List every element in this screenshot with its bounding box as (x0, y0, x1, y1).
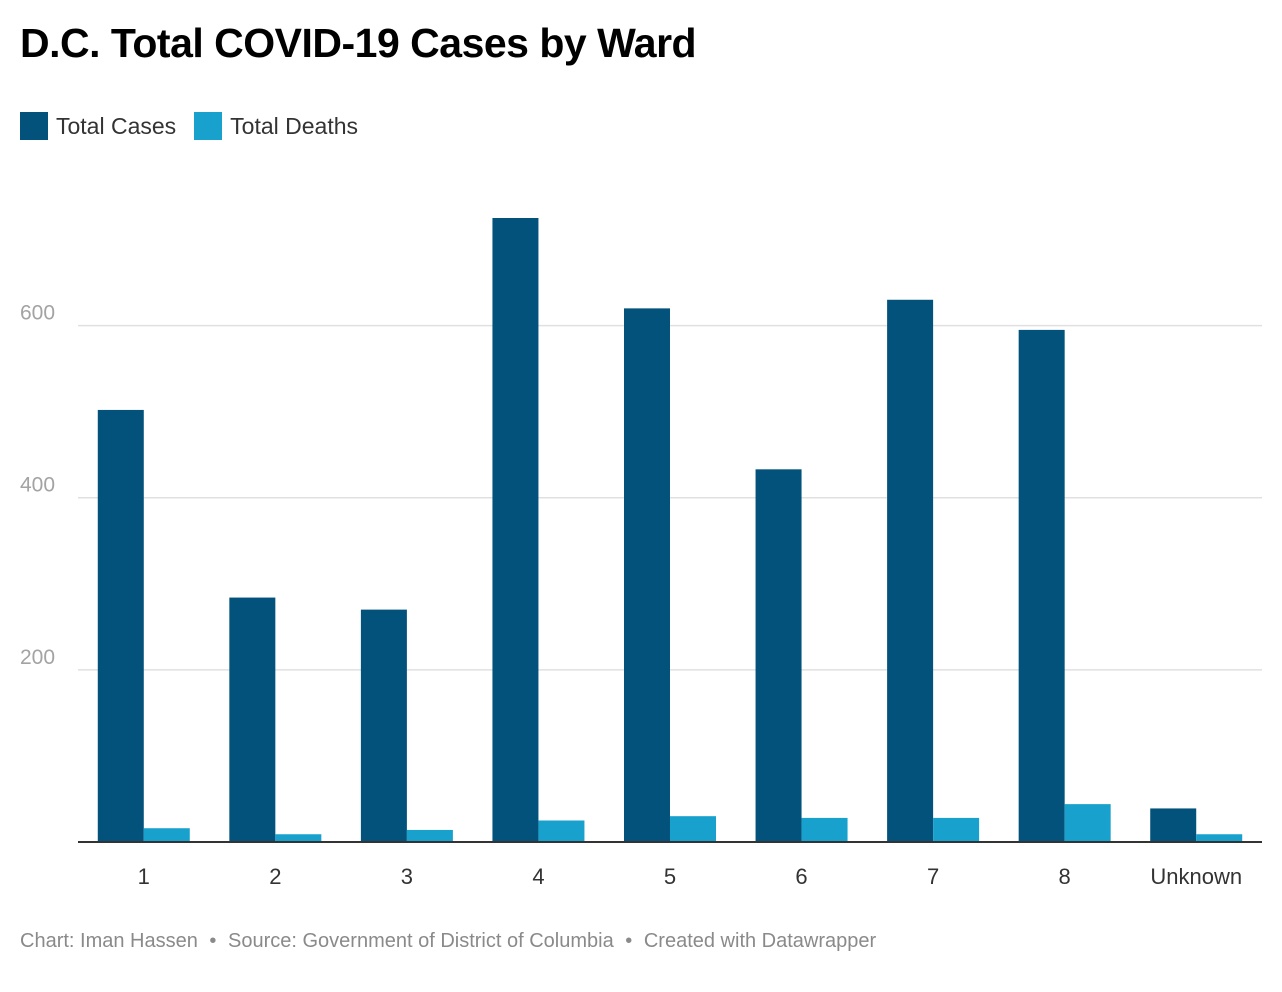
bar-total-cases (97, 409, 144, 842)
bar-total-deaths (1196, 834, 1243, 842)
bar-total-deaths (275, 834, 322, 842)
bar-total-deaths (670, 816, 716, 842)
x-tick-label: 7 (927, 864, 939, 889)
x-tick-label: 5 (664, 864, 676, 889)
y-tick-label: 600 (20, 302, 55, 325)
bar-total-cases (624, 308, 670, 842)
footer-separator: • (209, 930, 217, 952)
legend-label-total-cases: Total Cases (56, 112, 177, 139)
legend-label-total-deaths: Total Deaths (230, 112, 359, 139)
bar-total-cases (1150, 808, 1197, 842)
bar-total-deaths (1064, 804, 1111, 842)
chart-footer: Chart: Iman Hassen • Source: Government … (20, 930, 876, 953)
x-tick-label: 4 (532, 864, 544, 889)
x-tick-label: Unknown (1150, 864, 1242, 889)
bar-total-deaths (933, 817, 980, 842)
legend-item-total-deaths: Total Deaths (194, 112, 358, 140)
bar-total-cases (492, 218, 539, 842)
x-tick-label: 6 (795, 864, 807, 889)
x-tick-label: 3 (401, 864, 413, 889)
footer-separator: • (625, 930, 633, 952)
y-tick-label: 200 (20, 646, 55, 669)
bar-total-deaths (801, 817, 848, 842)
bar-total-deaths (143, 828, 190, 842)
bar-total-cases (755, 469, 802, 842)
bar-total-cases (229, 597, 276, 842)
x-tick-label: 2 (269, 864, 281, 889)
bar-total-deaths (538, 820, 585, 842)
bar-total-deaths (406, 829, 453, 842)
bar-total-cases (1018, 329, 1065, 842)
bar-total-cases (887, 299, 934, 842)
legend-item-total-cases: Total Cases (20, 112, 176, 140)
legend-swatch-total-cases (20, 112, 48, 140)
chart-source: Source: Government of District of Columb… (228, 930, 614, 952)
chart-credit: Chart: Iman Hassen (20, 930, 198, 952)
x-tick-label: 8 (1059, 864, 1071, 889)
chart-title: D.C. Total COVID-19 Cases by Ward (20, 20, 697, 66)
chart-legend: Total Cases Total Deaths (20, 112, 376, 140)
x-tick-label: 1 (138, 864, 150, 889)
created-with-credit: Created with Datawrapper (643, 930, 877, 952)
y-tick-label: 400 (20, 474, 55, 497)
legend-swatch-total-deaths (194, 112, 223, 140)
bar-total-cases (360, 609, 407, 842)
